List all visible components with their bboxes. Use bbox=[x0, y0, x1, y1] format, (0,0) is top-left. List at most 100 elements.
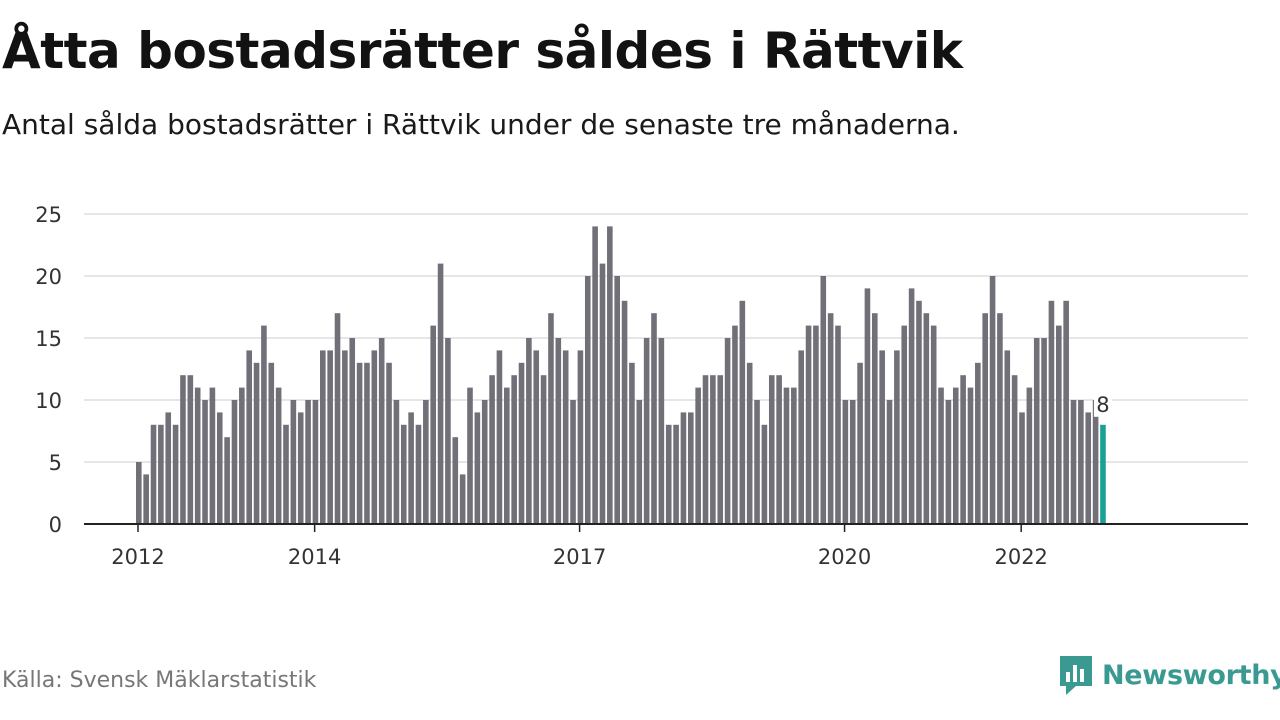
bar bbox=[849, 400, 856, 524]
y-tick-label: 0 bbox=[49, 513, 62, 537]
bar bbox=[194, 387, 201, 524]
bar bbox=[791, 387, 797, 524]
bar bbox=[835, 325, 841, 524]
bar bbox=[1011, 375, 1018, 524]
bar bbox=[658, 338, 665, 524]
bar bbox=[702, 375, 709, 524]
bar bbox=[533, 350, 540, 524]
bar bbox=[202, 400, 208, 524]
bar bbox=[1085, 412, 1092, 524]
bars bbox=[136, 226, 1106, 524]
bar bbox=[445, 338, 451, 524]
bar bbox=[570, 400, 576, 524]
bar bbox=[695, 387, 701, 524]
bar-chart: 0 5 10 15 20 25 2012 2014 2017 2020 2022 8 bbox=[35, 203, 1248, 569]
bar bbox=[386, 362, 392, 524]
bar bbox=[459, 474, 466, 524]
bar bbox=[1033, 338, 1040, 524]
bar bbox=[607, 226, 613, 524]
brand-logo[interactable]: Newsworthy bbox=[1058, 654, 1280, 696]
data-label-last: 8 bbox=[1096, 393, 1109, 417]
bar bbox=[584, 276, 591, 524]
bar bbox=[504, 387, 510, 524]
x-tick-label: 2017 bbox=[553, 545, 606, 569]
data-labels: 8 bbox=[1093, 390, 1112, 417]
bar bbox=[518, 362, 525, 524]
bar bbox=[268, 362, 275, 524]
bar bbox=[945, 400, 952, 524]
bar bbox=[643, 338, 650, 524]
bar bbox=[305, 400, 311, 524]
source-note: Källa: Svensk Mäklarstatistik bbox=[2, 668, 317, 693]
bar bbox=[187, 375, 194, 524]
bar bbox=[408, 412, 414, 524]
bar bbox=[349, 338, 356, 524]
bar bbox=[143, 474, 149, 524]
bar bbox=[989, 276, 996, 524]
bar bbox=[150, 424, 157, 524]
bar bbox=[312, 400, 319, 524]
bar bbox=[393, 400, 400, 524]
bar bbox=[827, 313, 834, 524]
bar bbox=[717, 375, 724, 524]
bar bbox=[364, 362, 370, 524]
bar bbox=[783, 387, 790, 524]
x-tick-label: 2014 bbox=[288, 545, 341, 569]
bar bbox=[651, 313, 657, 524]
bar bbox=[1092, 400, 1099, 524]
bar bbox=[378, 338, 385, 524]
bar bbox=[290, 400, 297, 524]
bar bbox=[246, 350, 252, 524]
bar bbox=[798, 350, 804, 524]
bar bbox=[592, 226, 598, 524]
bar bbox=[1041, 338, 1047, 524]
bar bbox=[864, 288, 871, 524]
bar bbox=[938, 387, 944, 524]
bar bbox=[548, 313, 554, 524]
y-tick-label: 20 bbox=[35, 265, 62, 289]
bar bbox=[724, 338, 731, 524]
bar bbox=[813, 325, 819, 524]
x-tick-label: 2022 bbox=[994, 545, 1047, 569]
bar bbox=[746, 362, 753, 524]
bar bbox=[599, 263, 606, 524]
bar bbox=[1048, 300, 1055, 524]
bar bbox=[511, 375, 517, 524]
bar bbox=[879, 350, 885, 524]
y-tick-label: 10 bbox=[35, 389, 62, 413]
bar bbox=[916, 300, 922, 524]
bar bbox=[857, 362, 863, 524]
bar bbox=[415, 424, 422, 524]
bar bbox=[320, 350, 326, 524]
bar bbox=[540, 375, 547, 524]
bar bbox=[489, 375, 495, 524]
bar bbox=[437, 263, 444, 524]
bar bbox=[239, 387, 245, 524]
bar bbox=[952, 387, 959, 524]
bar bbox=[872, 313, 878, 524]
y-tick-label: 25 bbox=[35, 203, 62, 227]
bar bbox=[761, 424, 768, 524]
brand-name: Newsworthy bbox=[1102, 659, 1280, 691]
bar bbox=[555, 338, 562, 524]
bar bbox=[688, 412, 694, 524]
bar bbox=[165, 412, 172, 524]
bar bbox=[342, 350, 348, 524]
newsworthy-logo-icon bbox=[1060, 656, 1092, 695]
bar bbox=[1004, 350, 1011, 524]
bar bbox=[158, 424, 164, 524]
data-label-background bbox=[1093, 390, 1112, 417]
bar bbox=[842, 400, 849, 524]
bar bbox=[334, 313, 341, 524]
bar bbox=[275, 387, 282, 524]
bar bbox=[136, 462, 142, 524]
bar bbox=[982, 313, 988, 524]
bar bbox=[665, 424, 672, 524]
bar bbox=[960, 375, 966, 524]
bar bbox=[1026, 387, 1033, 524]
bar bbox=[356, 362, 363, 524]
chart-subtitle: Antal sålda bostadsrätter i Rättvik unde… bbox=[2, 108, 960, 141]
bar bbox=[216, 412, 223, 524]
bar bbox=[172, 424, 179, 524]
bar bbox=[1078, 400, 1084, 524]
